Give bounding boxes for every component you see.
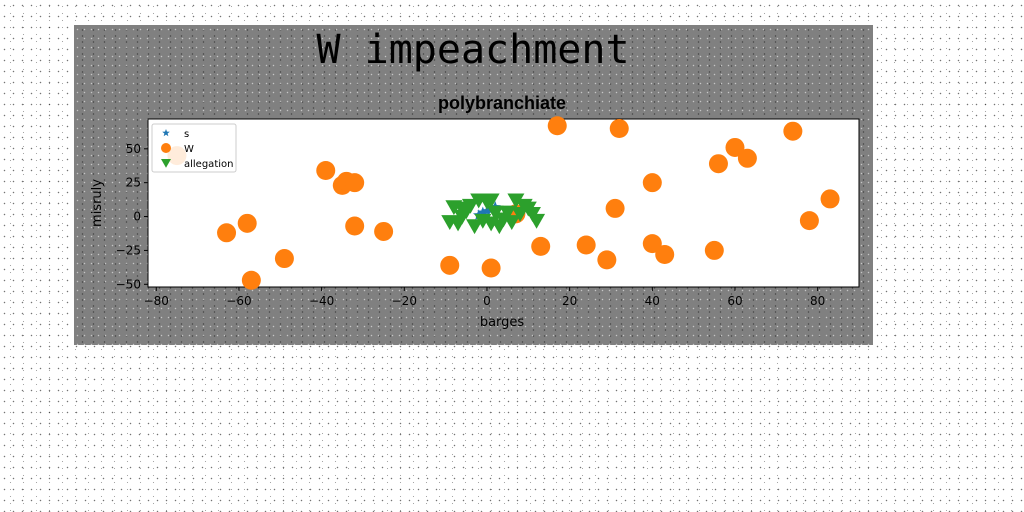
point-W — [820, 189, 840, 209]
legend-marker-s — [162, 129, 170, 137]
scatter-chart: W impeachment polybranchiate −80 −60 −40 −2… — [90, 27, 860, 330]
data-points — [167, 116, 840, 290]
legend-label: s — [184, 129, 189, 140]
point-W — [642, 173, 662, 193]
point-W — [217, 223, 237, 243]
point-W — [547, 116, 567, 136]
legend-box — [151, 123, 237, 173]
point-allegation — [482, 193, 500, 209]
point-W — [576, 235, 596, 255]
y-tick-label: −50 — [116, 277, 141, 291]
point-W — [274, 249, 294, 269]
point-W — [708, 154, 728, 174]
series-W — [167, 116, 840, 290]
point-allegation — [528, 213, 546, 229]
legend-marker-allegation — [161, 159, 171, 168]
point-W — [642, 234, 662, 254]
point-W — [737, 148, 757, 168]
point-W — [241, 270, 261, 290]
x-tick-label: −80 — [144, 294, 169, 308]
y-tick-label: 0 — [133, 210, 141, 224]
point-W — [237, 213, 257, 233]
point-W — [783, 121, 803, 141]
point-W — [704, 240, 724, 260]
plot-area — [147, 118, 860, 288]
x-tick-label: −60 — [226, 294, 251, 308]
point-W — [345, 216, 365, 236]
chart-suptitle: W impeachment — [316, 27, 629, 73]
x-tick-label: 40 — [645, 294, 660, 308]
y-tick-label: 25 — [126, 176, 141, 190]
y-axis: −50 −25 0 25 50 — [116, 142, 148, 291]
chart-figure: W impeachment polybranchiate −80 −60 −40 −2… — [74, 25, 873, 345]
point-W — [655, 244, 675, 264]
legend-marker-W — [161, 143, 171, 153]
x-tick-label: 0 — [483, 294, 491, 308]
point-allegation — [499, 205, 517, 221]
point-allegation — [453, 209, 471, 225]
y-axis-label: misruly — [90, 179, 105, 227]
point-W — [374, 221, 394, 241]
point-W — [799, 211, 819, 231]
x-axis: −80 −60 −40 −20 0 20 40 60 80 — [144, 287, 825, 308]
x-tick-label: 80 — [810, 294, 825, 308]
x-tick-label: −40 — [309, 294, 334, 308]
legend-label: allegation — [184, 159, 233, 170]
x-axis-label: barges — [480, 315, 525, 330]
point-allegation — [507, 193, 525, 209]
point-s — [477, 206, 489, 218]
point-W — [725, 137, 745, 157]
point-W — [316, 160, 336, 180]
legend-label: W — [184, 144, 194, 155]
point-allegation — [503, 215, 521, 231]
y-tick-label: 50 — [126, 142, 141, 156]
point-W — [440, 255, 460, 275]
point-allegation — [511, 207, 529, 222]
point-W — [531, 236, 551, 256]
point-W — [609, 118, 629, 138]
chart-title: polybranchiate — [438, 93, 566, 113]
point-allegation — [519, 201, 537, 217]
x-tick-label: 20 — [562, 294, 577, 308]
x-tick-label: 60 — [727, 294, 742, 308]
y-tick-label: −25 — [116, 243, 141, 257]
x-tick-label: −20 — [392, 294, 417, 308]
point-W — [597, 250, 617, 270]
point-allegation — [466, 219, 484, 235]
series-allegation — [441, 193, 546, 235]
point-W — [481, 258, 501, 278]
point-s — [481, 205, 493, 216]
point-allegation — [486, 205, 504, 221]
point-W — [605, 198, 625, 218]
point-W — [345, 173, 365, 193]
